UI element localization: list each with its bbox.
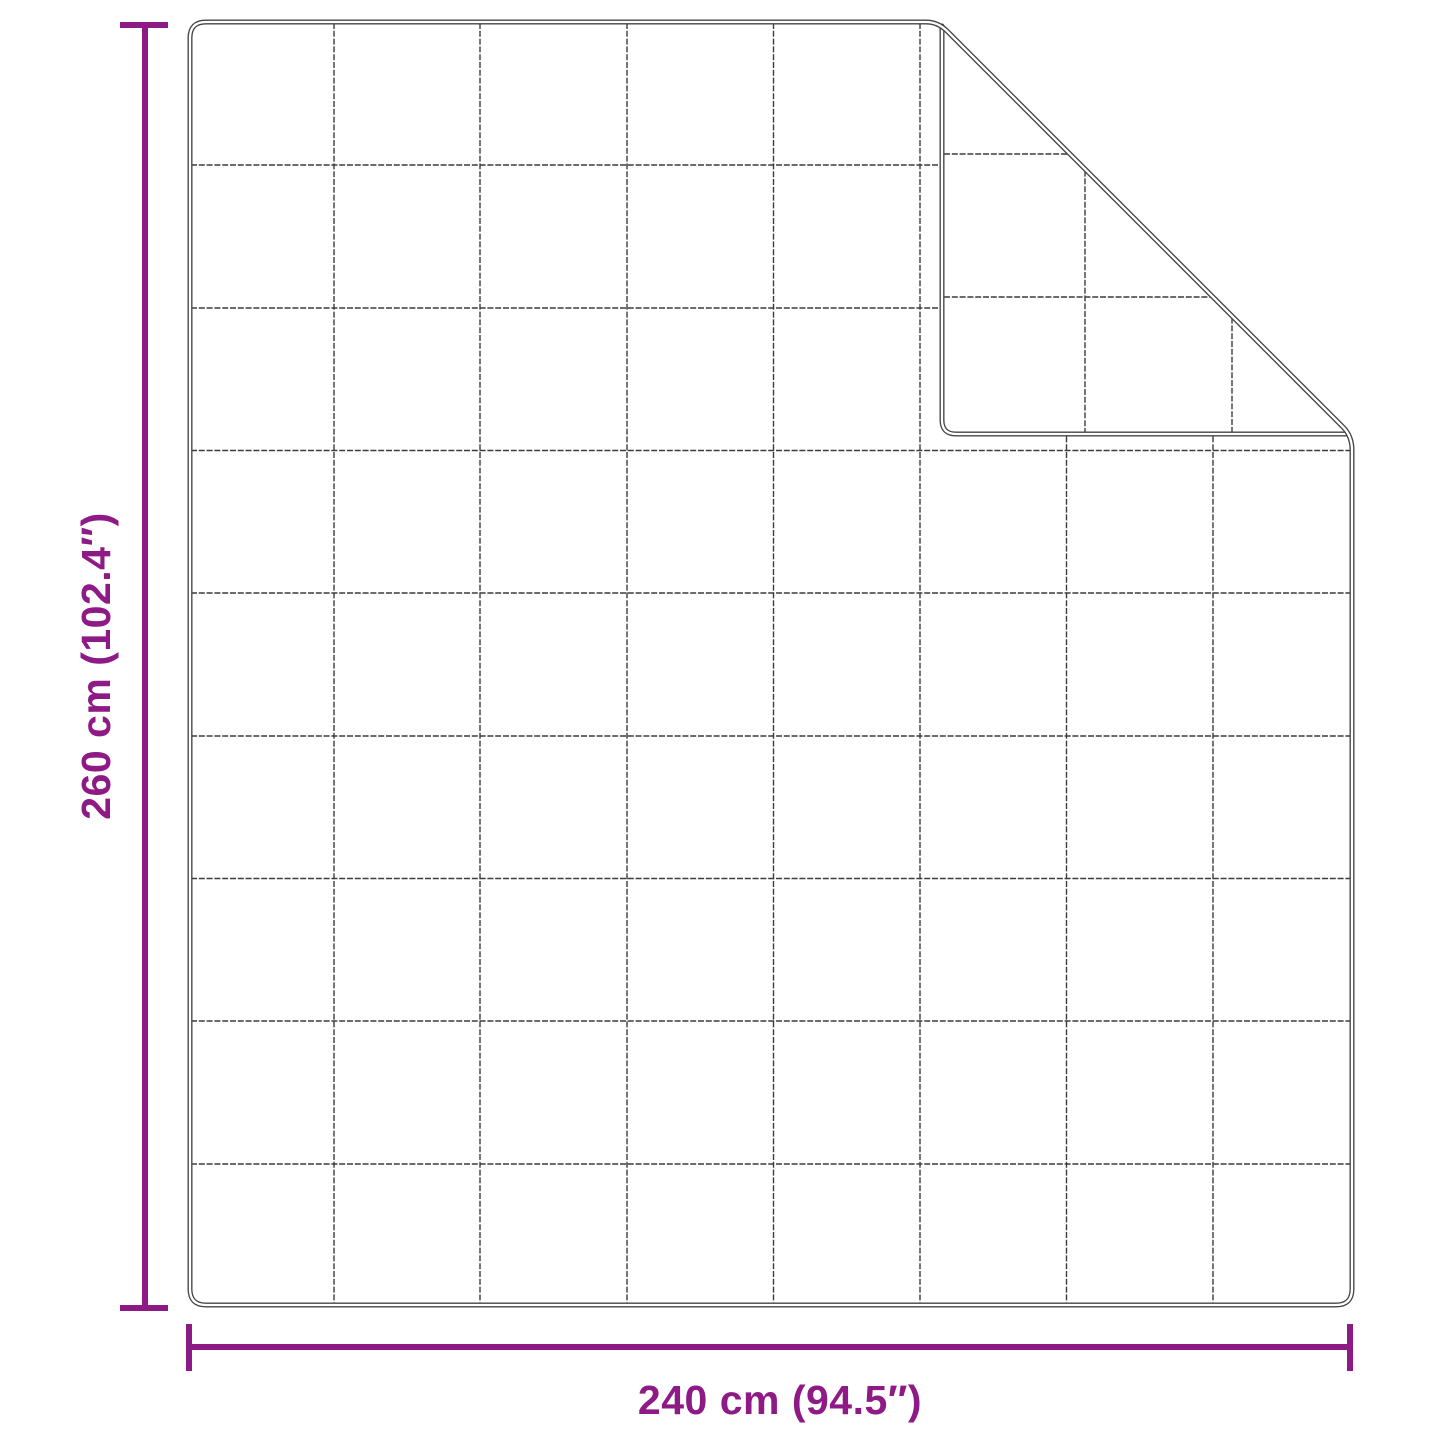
- flap-folded-edge: [939, 23, 1350, 437]
- blanket-body: [190, 22, 1352, 1305]
- blanket-outline: [187, 19, 1355, 1308]
- flap-quilt-grid: [944, 153, 1233, 434]
- height-dimension-line: [120, 22, 168, 1311]
- width-dimension-line: [186, 1324, 1353, 1371]
- height-dimension-label: 260 cm (102.4″): [73, 512, 119, 820]
- width-dimension-label: 240 cm (94.5″): [638, 1377, 922, 1423]
